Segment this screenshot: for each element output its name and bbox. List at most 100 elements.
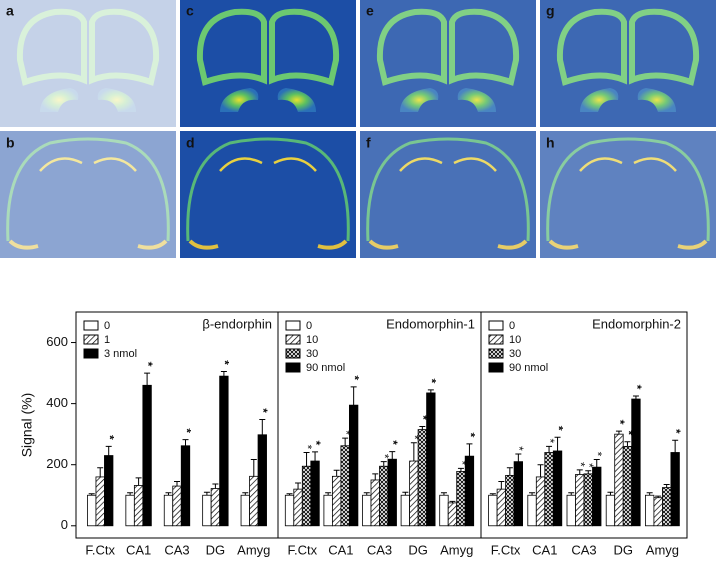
bar <box>362 494 372 527</box>
legend-swatch <box>285 334 301 345</box>
bar <box>400 494 411 527</box>
error-bar <box>325 492 332 496</box>
legend-label: 1 <box>104 334 110 346</box>
significance: ** <box>347 375 361 381</box>
bar <box>210 488 221 527</box>
x-tick-label: Amyg <box>440 542 473 557</box>
error-bar <box>655 495 662 498</box>
legend-label: 3 nmol <box>104 348 137 360</box>
y-tick-label: 400 <box>46 395 68 410</box>
error-bar <box>419 426 426 430</box>
image <box>180 0 356 127</box>
x-tick-label: CA1 <box>126 542 151 557</box>
legend-label: 10 <box>509 334 521 346</box>
x-tick-label: F.Ctx <box>85 542 115 557</box>
legend-swatch <box>488 348 504 359</box>
legend-swatch <box>488 334 504 345</box>
error-bar <box>286 493 293 496</box>
image <box>360 0 536 127</box>
significance: ** <box>463 432 477 438</box>
error-bar <box>672 439 679 453</box>
y-tick-label: 0 <box>61 517 68 532</box>
image <box>180 131 356 258</box>
y-tick-label: 600 <box>46 334 68 349</box>
bar <box>284 494 295 527</box>
error-bar <box>506 467 513 476</box>
error-bar <box>342 437 349 446</box>
error-bar <box>568 492 575 496</box>
significance: ** <box>141 361 155 367</box>
legend-swatch <box>488 320 504 331</box>
legend-swatch <box>83 334 99 345</box>
x-tick-label: CA3 <box>164 542 189 557</box>
legend-swatch <box>83 348 99 359</box>
bar <box>447 502 458 527</box>
error-bar <box>593 459 600 468</box>
x-tick-label: DG <box>206 542 226 557</box>
x-tick-label: F.Ctx <box>287 542 317 557</box>
error-bar <box>97 467 104 477</box>
legend-label: 90 nmol <box>306 362 345 374</box>
bar <box>133 485 144 527</box>
bar <box>180 445 191 527</box>
y-axis-label: Signal (%) <box>19 393 35 458</box>
significance: ** <box>218 360 232 366</box>
image <box>360 131 536 258</box>
legend-label: 0 <box>104 320 110 332</box>
significance: ** <box>669 429 683 435</box>
panel-title: Endomorphin-1 <box>386 316 475 331</box>
bar <box>202 494 212 527</box>
panel-title: β-endorphin <box>202 316 272 331</box>
bar <box>631 398 641 527</box>
significance: ** <box>256 408 270 414</box>
legend-label: 30 <box>306 348 318 360</box>
bar <box>163 494 174 527</box>
bar <box>125 494 135 527</box>
bar <box>323 494 333 527</box>
error-bar <box>135 477 142 486</box>
legend-label: 0 <box>509 320 515 332</box>
bar <box>513 461 523 527</box>
bar <box>219 375 229 527</box>
legend-swatch <box>488 362 504 373</box>
bar <box>370 479 380 527</box>
x-tick-label: F.Ctx <box>491 542 521 557</box>
significance: * <box>378 454 392 459</box>
error-bar <box>363 492 370 496</box>
image <box>0 0 176 127</box>
legend-label: 30 <box>509 348 521 360</box>
panel-label: d <box>186 135 195 151</box>
bar <box>257 434 267 527</box>
error-bar <box>220 371 227 377</box>
error-bar <box>537 464 544 477</box>
bar <box>95 476 105 527</box>
bar <box>645 494 655 527</box>
legend-label: 10 <box>306 334 318 346</box>
x-tick-label: Amyg <box>646 542 679 557</box>
error-bar <box>165 492 172 496</box>
error-bar <box>380 461 387 467</box>
legend-label: 90 nmol <box>509 362 548 374</box>
bar <box>409 460 419 527</box>
bar <box>172 485 182 527</box>
error-bar <box>529 492 536 496</box>
error-bar <box>303 451 310 467</box>
bar <box>310 460 320 527</box>
x-tick-label: DG <box>613 542 633 557</box>
error-bar <box>402 491 409 496</box>
significance: * <box>300 445 314 450</box>
panel-label: b <box>6 135 15 151</box>
bar <box>439 494 449 527</box>
error-bar <box>212 483 219 489</box>
bar <box>240 494 250 527</box>
significance: * <box>591 452 605 457</box>
error-bar <box>646 492 653 496</box>
significance: ** <box>613 419 627 425</box>
panel-title: Endomorphin-2 <box>592 316 681 331</box>
bar <box>417 429 428 527</box>
bar <box>622 445 633 527</box>
bar <box>527 494 537 527</box>
bar <box>535 476 546 527</box>
x-tick-label: CA3 <box>571 542 596 557</box>
plot-frame <box>480 311 688 539</box>
